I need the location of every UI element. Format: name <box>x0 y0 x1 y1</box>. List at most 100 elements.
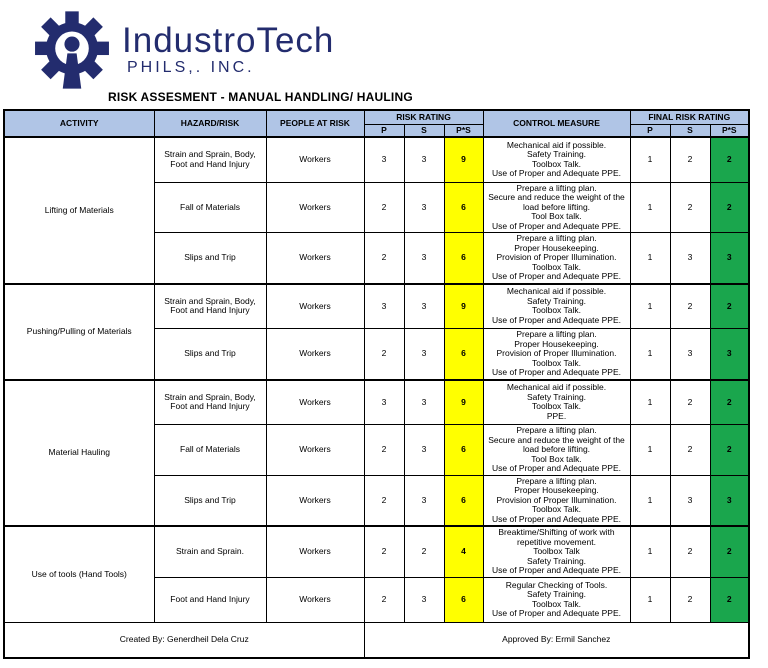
people-at-risk-cell: Workers <box>265 232 365 284</box>
control-measure-cell: Prepare a lifting plan. Secure and reduc… <box>482 181 631 233</box>
final-probability-cell: 1 <box>629 136 671 183</box>
severity-cell: 3 <box>403 282 445 329</box>
severity-cell: 3 <box>403 474 445 527</box>
people-at-risk-cell: Workers <box>265 474 365 527</box>
company-subtitle: PHILS,. INC. <box>127 59 255 76</box>
final-risk-score-cell: 3 <box>709 328 750 380</box>
final-probability-cell: 1 <box>629 424 671 476</box>
table-row: Slips and Trip Workers 2 3 6 Prepare a liftin… <box>4 232 750 284</box>
control-measure-cell: Mechanical aid if possible. Safety Train… <box>482 282 631 329</box>
risk-score-cell: 6 <box>443 181 484 233</box>
table-row: Material Hauling Strain and Sprain, Body,… <box>3 378 750 527</box>
control-measure-cell: Prepare a lifting plan. Secure and reduc… <box>482 424 631 476</box>
signature-row: Created By: Generdheil Dela Cruz Approve… <box>3 621 750 659</box>
page-title: RISK ASSESMENT - MANUAL HANDLING/ HAULIN… <box>108 90 413 104</box>
final-severity-cell: 2 <box>669 576 711 623</box>
table-row: Fall of Materials Workers 2 3 6 Prepare a lif… <box>4 181 750 233</box>
final-risk-score-cell: 2 <box>709 282 750 329</box>
risk-score-cell: 6 <box>443 328 484 380</box>
col-header-final-risk-rating: FINAL RISK RATING <box>629 109 750 125</box>
col-header-activity: ACTIVITY <box>3 109 155 138</box>
final-probability-cell: 1 <box>629 474 671 527</box>
people-at-risk-cell: Workers <box>265 282 365 329</box>
control-measure-cell: Breaktime/Shifting of work with repetiti… <box>482 525 631 578</box>
severity-cell: 3 <box>403 136 445 183</box>
risk-score-cell: 9 <box>443 136 484 183</box>
created-by-cell: Created By: Generdheil Dela Cruz <box>3 621 365 659</box>
risk-score-cell: 6 <box>443 474 484 527</box>
table-row: Foot and Hand Injury Workers 2 3 6 Regular Ch… <box>4 576 750 623</box>
final-severity-cell: 3 <box>669 328 711 380</box>
probability-cell: 2 <box>363 576 405 623</box>
table-row: Use of tools (Hand Tools) Strain and Spra… <box>3 525 750 623</box>
risk-score-cell: 6 <box>443 424 484 476</box>
hazard-cell: Strain and Sprain, Body, Foot and Hand I… <box>153 282 267 329</box>
hazard-cell: Fall of Materials <box>153 181 267 233</box>
final-risk-score-cell: 2 <box>709 576 750 623</box>
probability-cell: 2 <box>363 474 405 527</box>
people-at-risk-cell: Workers <box>265 576 365 623</box>
risk-table-body: Lifting of Materials Strain and Sprain, B… <box>3 136 750 623</box>
severity-cell: 3 <box>403 232 445 284</box>
people-at-risk-cell: Workers <box>265 181 365 233</box>
final-risk-score-cell: 3 <box>709 474 750 527</box>
col-subheader-final-p: P <box>629 123 671 138</box>
probability-cell: 2 <box>363 181 405 233</box>
severity-cell: 2 <box>403 525 445 578</box>
final-severity-cell: 2 <box>669 282 711 329</box>
final-severity-cell: 3 <box>669 474 711 527</box>
risk-score-cell: 9 <box>443 282 484 329</box>
company-name: IndustroTech <box>122 21 335 60</box>
control-measure-cell: Mechanical aid if possible. Safety Train… <box>482 378 631 425</box>
col-subheader-p: P <box>363 123 405 138</box>
col-header-risk-rating: RISK RATING <box>363 109 484 125</box>
final-probability-cell: 1 <box>629 282 671 329</box>
final-severity-cell: 2 <box>669 181 711 233</box>
people-at-risk-cell: Workers <box>265 424 365 476</box>
probability-cell: 3 <box>363 282 405 329</box>
people-at-risk-cell: Workers <box>265 525 365 578</box>
col-subheader-ps: P*S <box>443 123 484 138</box>
hazard-cell: Foot and Hand Injury <box>153 576 267 623</box>
col-subheader-final-ps: P*S <box>709 123 750 138</box>
col-subheader-final-s: S <box>669 123 711 138</box>
probability-cell: 2 <box>363 328 405 380</box>
logo-text: IndustroTech PHILS,. INC. <box>122 8 334 77</box>
company-logo: IndustroTech PHILS,. INC. <box>0 0 768 89</box>
probability-cell: 2 <box>363 424 405 476</box>
final-probability-cell: 1 <box>629 576 671 623</box>
people-at-risk-cell: Workers <box>265 136 365 183</box>
table-row: Lifting of Materials Strain and Sprain, B… <box>3 136 750 284</box>
risk-score-cell: 6 <box>443 576 484 623</box>
risk-score-cell: 4 <box>443 525 484 578</box>
risk-score-cell: 9 <box>443 378 484 425</box>
final-risk-score-cell: 3 <box>709 232 750 284</box>
final-risk-score-cell: 2 <box>709 525 750 578</box>
col-subheader-s: S <box>403 123 445 138</box>
activity-cell: Material Hauling <box>3 378 155 527</box>
control-measure-cell: Regular Checking of Tools. Safety Traini… <box>482 576 631 623</box>
final-probability-cell: 1 <box>629 328 671 380</box>
final-probability-cell: 1 <box>629 181 671 233</box>
probability-cell: 2 <box>363 232 405 284</box>
final-severity-cell: 3 <box>669 232 711 284</box>
control-measure-cell: Prepare a lifting plan. Proper Housekeep… <box>482 328 631 380</box>
control-measure-cell: Prepare a lifting plan. Proper Housekeep… <box>482 474 631 527</box>
probability-cell: 3 <box>363 378 405 425</box>
final-probability-cell: 1 <box>629 232 671 284</box>
col-header-control: CONTROL MEASURE <box>482 109 631 138</box>
gear-person-icon <box>35 11 109 89</box>
final-severity-cell: 2 <box>669 136 711 183</box>
final-probability-cell: 1 <box>629 525 671 578</box>
table-row: Pushing/Pulling of Materials Strain and S… <box>3 282 750 380</box>
severity-cell: 3 <box>403 328 445 380</box>
table-row: Slips and Trip Workers 2 3 6 Prepare a liftin… <box>4 474 750 527</box>
final-risk-score-cell: 2 <box>709 424 750 476</box>
severity-cell: 3 <box>403 424 445 476</box>
severity-cell: 3 <box>403 181 445 233</box>
final-probability-cell: 1 <box>629 378 671 425</box>
table-row: Fall of Materials Workers 2 3 6 Prepare a lif… <box>4 424 750 476</box>
final-severity-cell: 2 <box>669 525 711 578</box>
table-row: Slips and Trip Workers 2 3 6 Prepare a liftin… <box>4 328 750 380</box>
